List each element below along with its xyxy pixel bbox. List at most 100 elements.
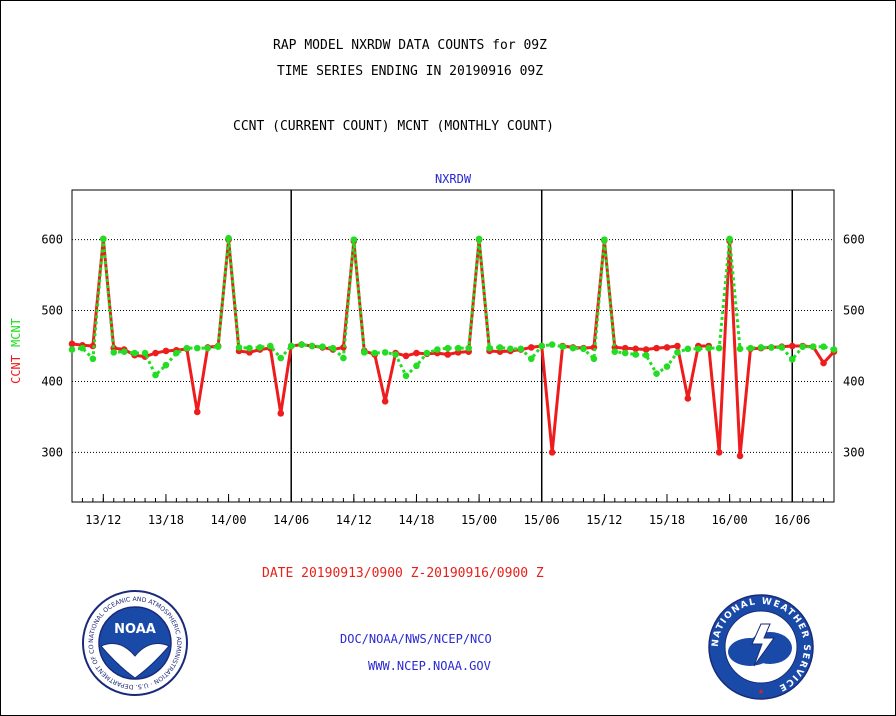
data-point-mcnt: [308, 342, 316, 350]
data-point-mcnt: [590, 355, 598, 363]
data-point-mcnt: [559, 343, 566, 351]
data-point-mcnt: [204, 344, 211, 352]
x-tick-label: 14/06: [273, 513, 309, 527]
y-tick-label-left: 400: [41, 374, 63, 388]
data-point-mcnt: [475, 235, 483, 243]
data-point-mcnt: [256, 344, 264, 351]
data-point-ccnt: [788, 342, 796, 350]
data-point-mcnt: [214, 343, 222, 351]
data-point-mcnt: [674, 349, 681, 356]
organization-label: DOC/NOAA/NWS/NCEP/NCO: [340, 632, 492, 646]
data-point-mcnt: [319, 343, 326, 351]
y-axis-label-ccnt: CCNT: [9, 355, 23, 384]
data-point-mcnt: [162, 361, 170, 369]
data-point-mcnt: [152, 371, 159, 379]
data-point-mcnt: [747, 344, 754, 352]
data-point-ccnt: [402, 352, 410, 360]
data-point-mcnt: [653, 370, 660, 377]
data-point-mcnt: [695, 345, 702, 353]
data-point-mcnt: [809, 343, 817, 351]
y-tick-label-left: 500: [41, 304, 63, 318]
nws-logo: NATIONAL WEATHER SERVICE ★: [708, 594, 814, 700]
data-point-mcnt: [381, 349, 389, 356]
x-tick-label: 14/00: [211, 513, 247, 527]
data-point-mcnt: [548, 341, 556, 348]
data-point-mcnt: [225, 234, 232, 242]
data-point-mcnt: [465, 344, 472, 352]
star-icon: ★: [758, 686, 764, 697]
data-point-mcnt: [434, 346, 441, 353]
data-point-mcnt: [820, 343, 827, 351]
data-point-mcnt: [715, 344, 723, 352]
data-point-mcnt: [371, 349, 379, 357]
data-point-mcnt: [830, 346, 838, 353]
data-point-mcnt: [454, 344, 462, 352]
data-point-mcnt: [287, 342, 295, 350]
data-point-ccnt: [527, 344, 535, 351]
data-point-ccnt: [642, 346, 650, 353]
data-point-mcnt: [423, 349, 431, 357]
data-point-mcnt: [538, 342, 546, 350]
data-point-mcnt: [496, 344, 504, 351]
x-tick-label: 16/00: [712, 513, 748, 527]
data-point-mcnt: [131, 349, 138, 357]
chart-title-line2: TIME SERIES ENDING IN 20190916 09Z: [276, 64, 544, 79]
data-point-mcnt: [642, 351, 650, 359]
data-point-mcnt: [621, 349, 629, 357]
y-tick-label-right: 500: [843, 304, 865, 318]
data-point-mcnt: [632, 351, 639, 358]
website-link[interactable]: WWW.NCEP.NOAA.GOV: [368, 659, 491, 673]
data-point-mcnt: [402, 372, 410, 380]
series-line-mcnt: [71, 236, 835, 378]
y-axis-label: CCNT MCNT: [9, 318, 23, 384]
data-point-mcnt: [79, 344, 86, 352]
data-point-mcnt: [235, 344, 243, 351]
data-point-mcnt: [569, 344, 577, 352]
data-point-ccnt: [277, 410, 285, 417]
data-point-mcnt: [788, 356, 796, 363]
data-point-mcnt: [726, 235, 733, 243]
data-point-mcnt: [527, 355, 535, 363]
data-point-ccnt: [674, 342, 681, 350]
data-point-ccnt: [684, 395, 692, 402]
y-tick-label-right: 400: [843, 374, 865, 388]
x-tick-label: 15/06: [524, 513, 560, 527]
data-point-mcnt: [507, 345, 514, 353]
data-point-mcnt: [486, 344, 493, 352]
y-axis-label-mcnt: MCNT: [9, 318, 23, 347]
data-point-mcnt: [517, 345, 525, 353]
data-point-mcnt: [580, 345, 587, 353]
data-point-ccnt: [444, 351, 452, 358]
data-point-ccnt: [736, 452, 744, 460]
data-point-mcnt: [413, 362, 420, 370]
data-point-mcnt: [350, 236, 358, 243]
data-point-ccnt: [663, 344, 671, 351]
data-point-mcnt: [100, 235, 107, 243]
data-point-mcnt: [611, 348, 619, 355]
chart-title-line3: CCNT (CURRENT COUNT) MCNT (MONTHLY COUNT…: [233, 119, 554, 134]
data-point-ccnt: [413, 349, 420, 357]
data-point-ccnt: [152, 349, 159, 357]
data-point-mcnt: [298, 341, 305, 348]
data-point-mcnt: [778, 344, 786, 351]
date-range-label: DATE 20190913/0900 Z-20190916/0900 Z: [262, 566, 544, 581]
data-point-mcnt: [768, 344, 775, 351]
data-point-mcnt: [392, 351, 399, 358]
data-point-ccnt: [381, 398, 389, 405]
data-point-mcnt: [340, 354, 347, 362]
data-point-mcnt: [193, 344, 201, 352]
data-point-ccnt: [632, 345, 639, 353]
data-point-ccnt: [162, 347, 170, 355]
data-point-mcnt: [68, 346, 76, 353]
data-point-mcnt: [705, 344, 713, 352]
data-point-mcnt: [360, 349, 368, 356]
x-tick-label: 15/00: [461, 513, 497, 527]
noaa-logo: NOAA NATIONAL OCEANIC AND ATMOSPHERIC AD…: [80, 588, 188, 696]
noaa-logo-text: NOAA: [114, 622, 156, 637]
x-tick-label: 14/18: [398, 513, 434, 527]
data-point-mcnt: [757, 344, 765, 351]
data-point-mcnt: [601, 236, 608, 243]
data-point-ccnt: [68, 340, 76, 348]
data-point-mcnt: [277, 354, 285, 362]
